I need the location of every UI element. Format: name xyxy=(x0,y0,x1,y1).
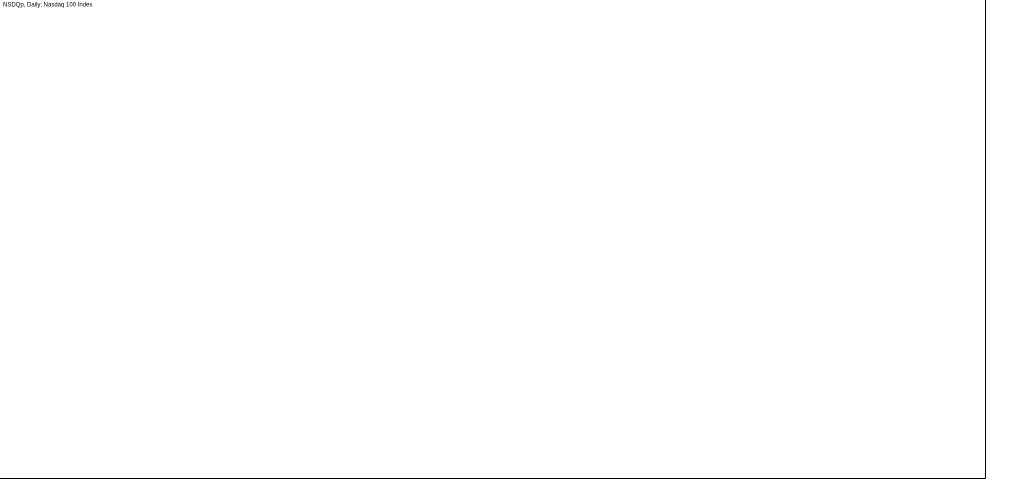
chart-title: NSDQp, Daily: Nasdaq 100 Index xyxy=(3,3,92,9)
